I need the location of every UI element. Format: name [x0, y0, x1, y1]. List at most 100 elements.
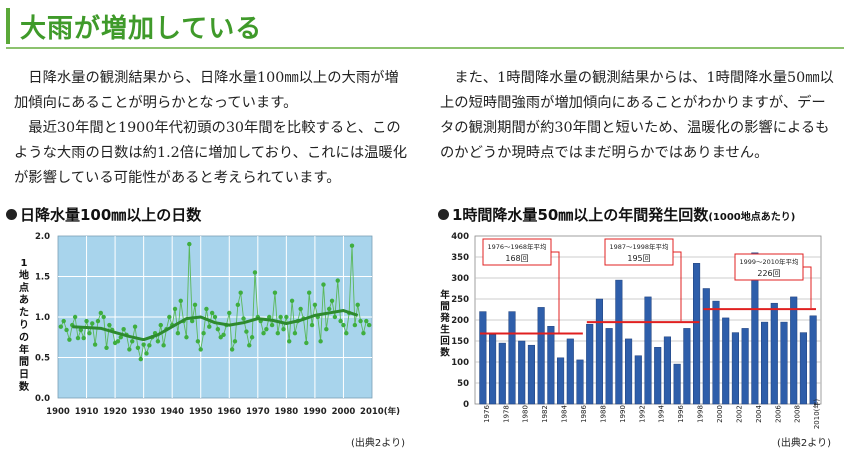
data-point [90, 321, 95, 326]
data-point [252, 270, 258, 275]
bar [712, 300, 720, 405]
x-tick-label: 1990 [619, 405, 627, 423]
data-point [178, 298, 183, 303]
moving-average-series [72, 309, 359, 342]
data-point [358, 318, 363, 324]
y-tick-label: 350 [451, 253, 469, 263]
y-tick-label: 50 [457, 379, 469, 389]
data-point [138, 356, 143, 362]
y-axis-label-char: 数 [19, 380, 30, 393]
bar [595, 298, 603, 405]
bar [576, 359, 584, 405]
y-axis-label-char: 年 [19, 343, 29, 356]
data-point [207, 324, 212, 329]
data-point [221, 332, 226, 338]
data-point [195, 339, 201, 344]
data-point [324, 326, 329, 332]
page-title: 大雨が増加している [20, 14, 263, 44]
data-point [321, 282, 326, 287]
average-callout-value: 226回 [757, 269, 780, 278]
y-axis-label-char: 地 [19, 268, 29, 281]
bar [702, 288, 710, 405]
y-tick-label: 1.0 [35, 313, 50, 323]
y-axis-label-char: 生 [440, 324, 450, 336]
x-tick-label: 2006 [774, 405, 782, 423]
data-point [304, 340, 309, 346]
x-axis-ticks: 1976 1978 1980 1982 1984 1986 1988 1990 1992 1994… [483, 399, 821, 430]
data-point [244, 329, 249, 334]
data-point [318, 339, 323, 344]
data-point [235, 302, 241, 308]
y-axis-label-char: あ [19, 293, 29, 306]
data-point [187, 241, 192, 247]
x-tick-label: 1900 [46, 407, 70, 417]
data-point [130, 339, 135, 344]
bar [673, 363, 681, 405]
y-axis-label-char: 間 [440, 301, 450, 313]
bar [566, 338, 574, 405]
data-point [118, 335, 124, 340]
x-tick-label: 1986 [580, 405, 588, 423]
y-axis-label-char: の [19, 332, 29, 343]
bar [634, 355, 642, 405]
data-point [107, 322, 112, 328]
y-axis-label-char: た [19, 307, 29, 319]
data-point [326, 306, 332, 312]
moving-average-line [72, 309, 359, 342]
y-axis-label-char: り [19, 319, 29, 331]
data-point [332, 314, 338, 320]
data-point [227, 310, 232, 316]
data-point [78, 327, 84, 333]
y-tick-label: 400 [451, 232, 469, 242]
x-tick-label: 1984 [561, 405, 569, 423]
x-tick-label: 1980 [522, 405, 530, 423]
average-callout-box [482, 238, 552, 266]
x-tick-label: 1990 [303, 407, 327, 417]
x-tick-label: 1920 [103, 407, 127, 417]
data-point [58, 324, 64, 329]
data-point [104, 345, 109, 350]
data-point [247, 343, 252, 348]
bar [537, 307, 545, 405]
x-tick-label: 2010(年) [812, 399, 821, 430]
bullet-icon [6, 209, 17, 220]
data-point [287, 339, 292, 344]
bullet-icon [438, 209, 449, 220]
x-tick-label: 2010(年) [360, 406, 400, 417]
data-point [335, 278, 340, 283]
left-body-text: 日降水量の観測結果から、日降水量100㎜以上の大雨が増加傾向にあることが明らかと… [14, 66, 412, 191]
bar [761, 321, 769, 405]
y-axis-label-char: 回 [440, 336, 450, 347]
x-tick-label: 1960 [217, 407, 241, 417]
average-callout-leader [673, 251, 682, 322]
bar [809, 315, 817, 405]
y-tick-label: 150 [451, 337, 469, 347]
average-callout-years: 1999～2010年平均 [739, 257, 799, 266]
y-tick-label: 2.0 [35, 232, 50, 242]
data-point [212, 314, 218, 320]
x-tick-label: 1988 [599, 405, 607, 423]
y-tick-label: 0.0 [35, 394, 50, 404]
y-tick-label: 300 [451, 274, 469, 284]
bar [780, 321, 788, 405]
average-callout-box [734, 253, 804, 281]
x-tick-label: 1910 [75, 407, 99, 417]
data-point [218, 335, 223, 340]
left-paragraph-1: 日降水量の観測結果から、日降水量100㎜以上の大雨が増加傾向にあることが明らかと… [14, 70, 399, 111]
data-point [204, 306, 209, 312]
data-point [215, 326, 221, 332]
bar [644, 296, 652, 405]
header-rule [6, 47, 844, 49]
data-point [72, 314, 78, 320]
bar [518, 340, 526, 405]
y-tick-label: 200 [451, 316, 469, 326]
x-tick-label: 2008 [794, 405, 802, 423]
y-axis-label-char: 日 [19, 369, 29, 381]
data-point [144, 351, 149, 356]
average-lines: 1976～1968年平均 168回 1987～1998年平均 195回 1999～201… [480, 238, 816, 335]
data-point [338, 318, 343, 324]
data-point [272, 290, 278, 295]
data-point [361, 331, 366, 336]
x-tick-label: 1992 [638, 405, 646, 423]
